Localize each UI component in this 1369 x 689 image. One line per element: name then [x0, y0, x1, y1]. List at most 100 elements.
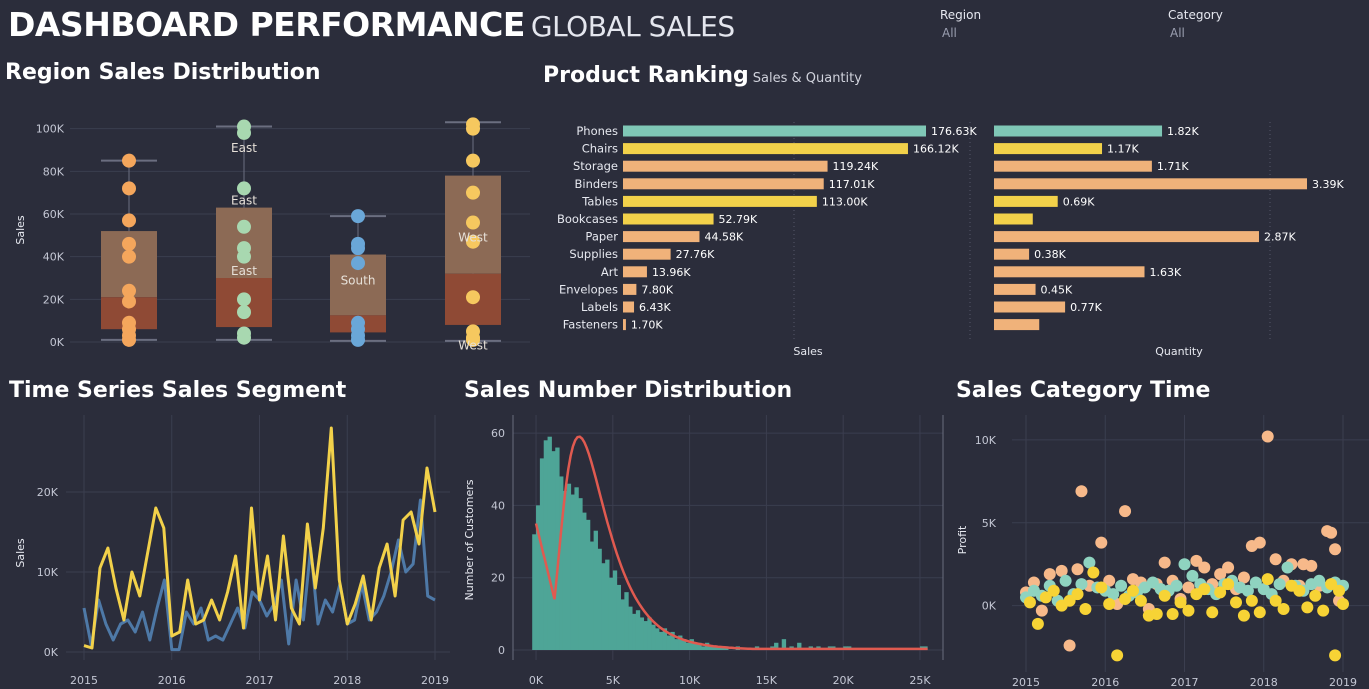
histogram-bar: [674, 639, 679, 650]
box-point: [122, 249, 136, 264]
quantity-bar: [994, 143, 1103, 155]
quantity-bar: [994, 301, 1066, 313]
scatter-point: [1182, 604, 1195, 617]
quantity-bar: [994, 248, 1030, 260]
histogram-bar: [570, 494, 575, 650]
sales-value-label: 27.76K: [676, 248, 715, 261]
scatter-point: [1186, 569, 1199, 582]
y-tick-label: 20: [491, 572, 505, 585]
category-time-chart: 0K 5K 10K 2015 2016 2017 2018 2019 Profit: [956, 415, 1369, 689]
scatter-point: [1039, 591, 1052, 604]
histogram-bar: [593, 530, 598, 650]
quantity-bar: [994, 160, 1152, 172]
x-tick-label: 2018: [1250, 676, 1278, 689]
region-filter-label: Region: [940, 8, 982, 22]
scatter-point: [1158, 556, 1171, 569]
histogram-bar: [616, 584, 621, 650]
category-label: Tables: [581, 194, 618, 208]
category-filter[interactable]: Category All: [1168, 8, 1223, 40]
sales-bar: [623, 301, 635, 313]
scatter-point: [1269, 594, 1282, 607]
scatter-point: [1337, 598, 1349, 611]
histogram-bar: [551, 451, 556, 650]
histogram-bar: [693, 642, 698, 650]
scatter-point: [1079, 602, 1092, 615]
scatter-point: [1027, 576, 1040, 589]
category-time-section-title: Sales Category Time: [956, 378, 1211, 403]
quantity-value-label: 0.38K: [1034, 248, 1066, 261]
x-tick-label: 2018: [333, 674, 361, 687]
category-label: Supplies: [569, 247, 618, 261]
scatter-point: [1023, 596, 1036, 609]
scatter-point: [1063, 594, 1076, 607]
y-axis-label: Sales: [14, 538, 27, 568]
category-filter-value[interactable]: All: [1170, 26, 1185, 40]
scatter-point: [1170, 579, 1183, 592]
histogram-bar: [585, 519, 591, 650]
dashboard-title: DASHBOARD PERFORMANCE GLOBAL SALES: [8, 5, 735, 44]
sales-value-label: 176.63K: [931, 125, 977, 138]
sales-bar: [623, 231, 700, 243]
y-axis-label: Number of Customers: [463, 479, 476, 600]
histogram-bar: [685, 642, 691, 650]
box-point: [237, 219, 251, 234]
scatter-point: [1063, 639, 1076, 652]
timeseries-section-title: Time Series Sales Segment: [9, 378, 347, 403]
box-point: [122, 283, 136, 298]
histogram-bar: [689, 639, 694, 650]
x-tick-label: 2017: [246, 674, 274, 687]
sales-bar: [623, 319, 626, 331]
histogram-section-title: Sales Number Distribution: [464, 378, 793, 403]
category-label: Chairs: [582, 142, 618, 156]
region-filter-value[interactable]: All: [942, 26, 957, 40]
region-filter[interactable]: Region All: [940, 8, 981, 40]
box-point: [466, 185, 480, 200]
box-point: [466, 234, 480, 249]
x-tick-label: 20K: [833, 674, 855, 687]
histogram-bar: [678, 635, 683, 650]
quantity-bar: [994, 213, 1033, 225]
quantity-value-label: 1.71K: [1157, 160, 1189, 173]
box-point: [466, 332, 480, 347]
scatter-point: [1253, 606, 1266, 619]
category-label: Fasteners: [563, 318, 618, 332]
scatter-point: [1329, 543, 1342, 556]
y-tick-label: 40K: [43, 251, 65, 264]
y-tick-label: 10K: [975, 434, 997, 447]
sales-value-label: 44.58K: [704, 231, 743, 244]
histogram-bar: [635, 610, 641, 650]
quantity-value-label: 0.77K: [1070, 301, 1102, 314]
scatter-point: [1146, 576, 1159, 589]
category-label: Storage: [573, 159, 618, 173]
histogram-bar: [620, 599, 625, 650]
histogram-bar: [651, 624, 656, 650]
y-tick-label: 80K: [43, 165, 65, 178]
sales-bar: [623, 178, 824, 190]
scatter-point: [1059, 574, 1072, 587]
category-label: Phones: [576, 124, 618, 138]
y-tick-label: 5K: [982, 517, 997, 530]
scatter-point: [1115, 579, 1128, 592]
scatter-point: [1222, 561, 1235, 574]
scatter-point: [1249, 576, 1262, 589]
scatter-point: [1071, 563, 1084, 576]
y-tick-label: 0K: [982, 600, 997, 613]
scatter-point: [1214, 586, 1227, 599]
box-point: [122, 213, 136, 228]
scatter-point: [1095, 536, 1108, 549]
dashboard-title-sub: GLOBAL SALES: [530, 10, 735, 43]
histogram-bar: [712, 646, 717, 650]
scatter-point: [1230, 596, 1243, 609]
scatter-point: [1273, 578, 1286, 591]
scatter-point: [1071, 588, 1084, 601]
y-tick-label: 60: [491, 427, 505, 440]
x-tick-label: 0K: [529, 674, 544, 687]
x-tick-label: 2019: [421, 674, 449, 687]
histogram-bar: [559, 476, 564, 650]
scatter-point: [1253, 536, 1266, 549]
histogram-bar: [658, 631, 664, 650]
scatter-point: [1206, 606, 1219, 619]
scatter-point: [1281, 561, 1294, 574]
x-tick-label: 2015: [70, 674, 98, 687]
sales-value-label: 119.24K: [833, 160, 879, 173]
